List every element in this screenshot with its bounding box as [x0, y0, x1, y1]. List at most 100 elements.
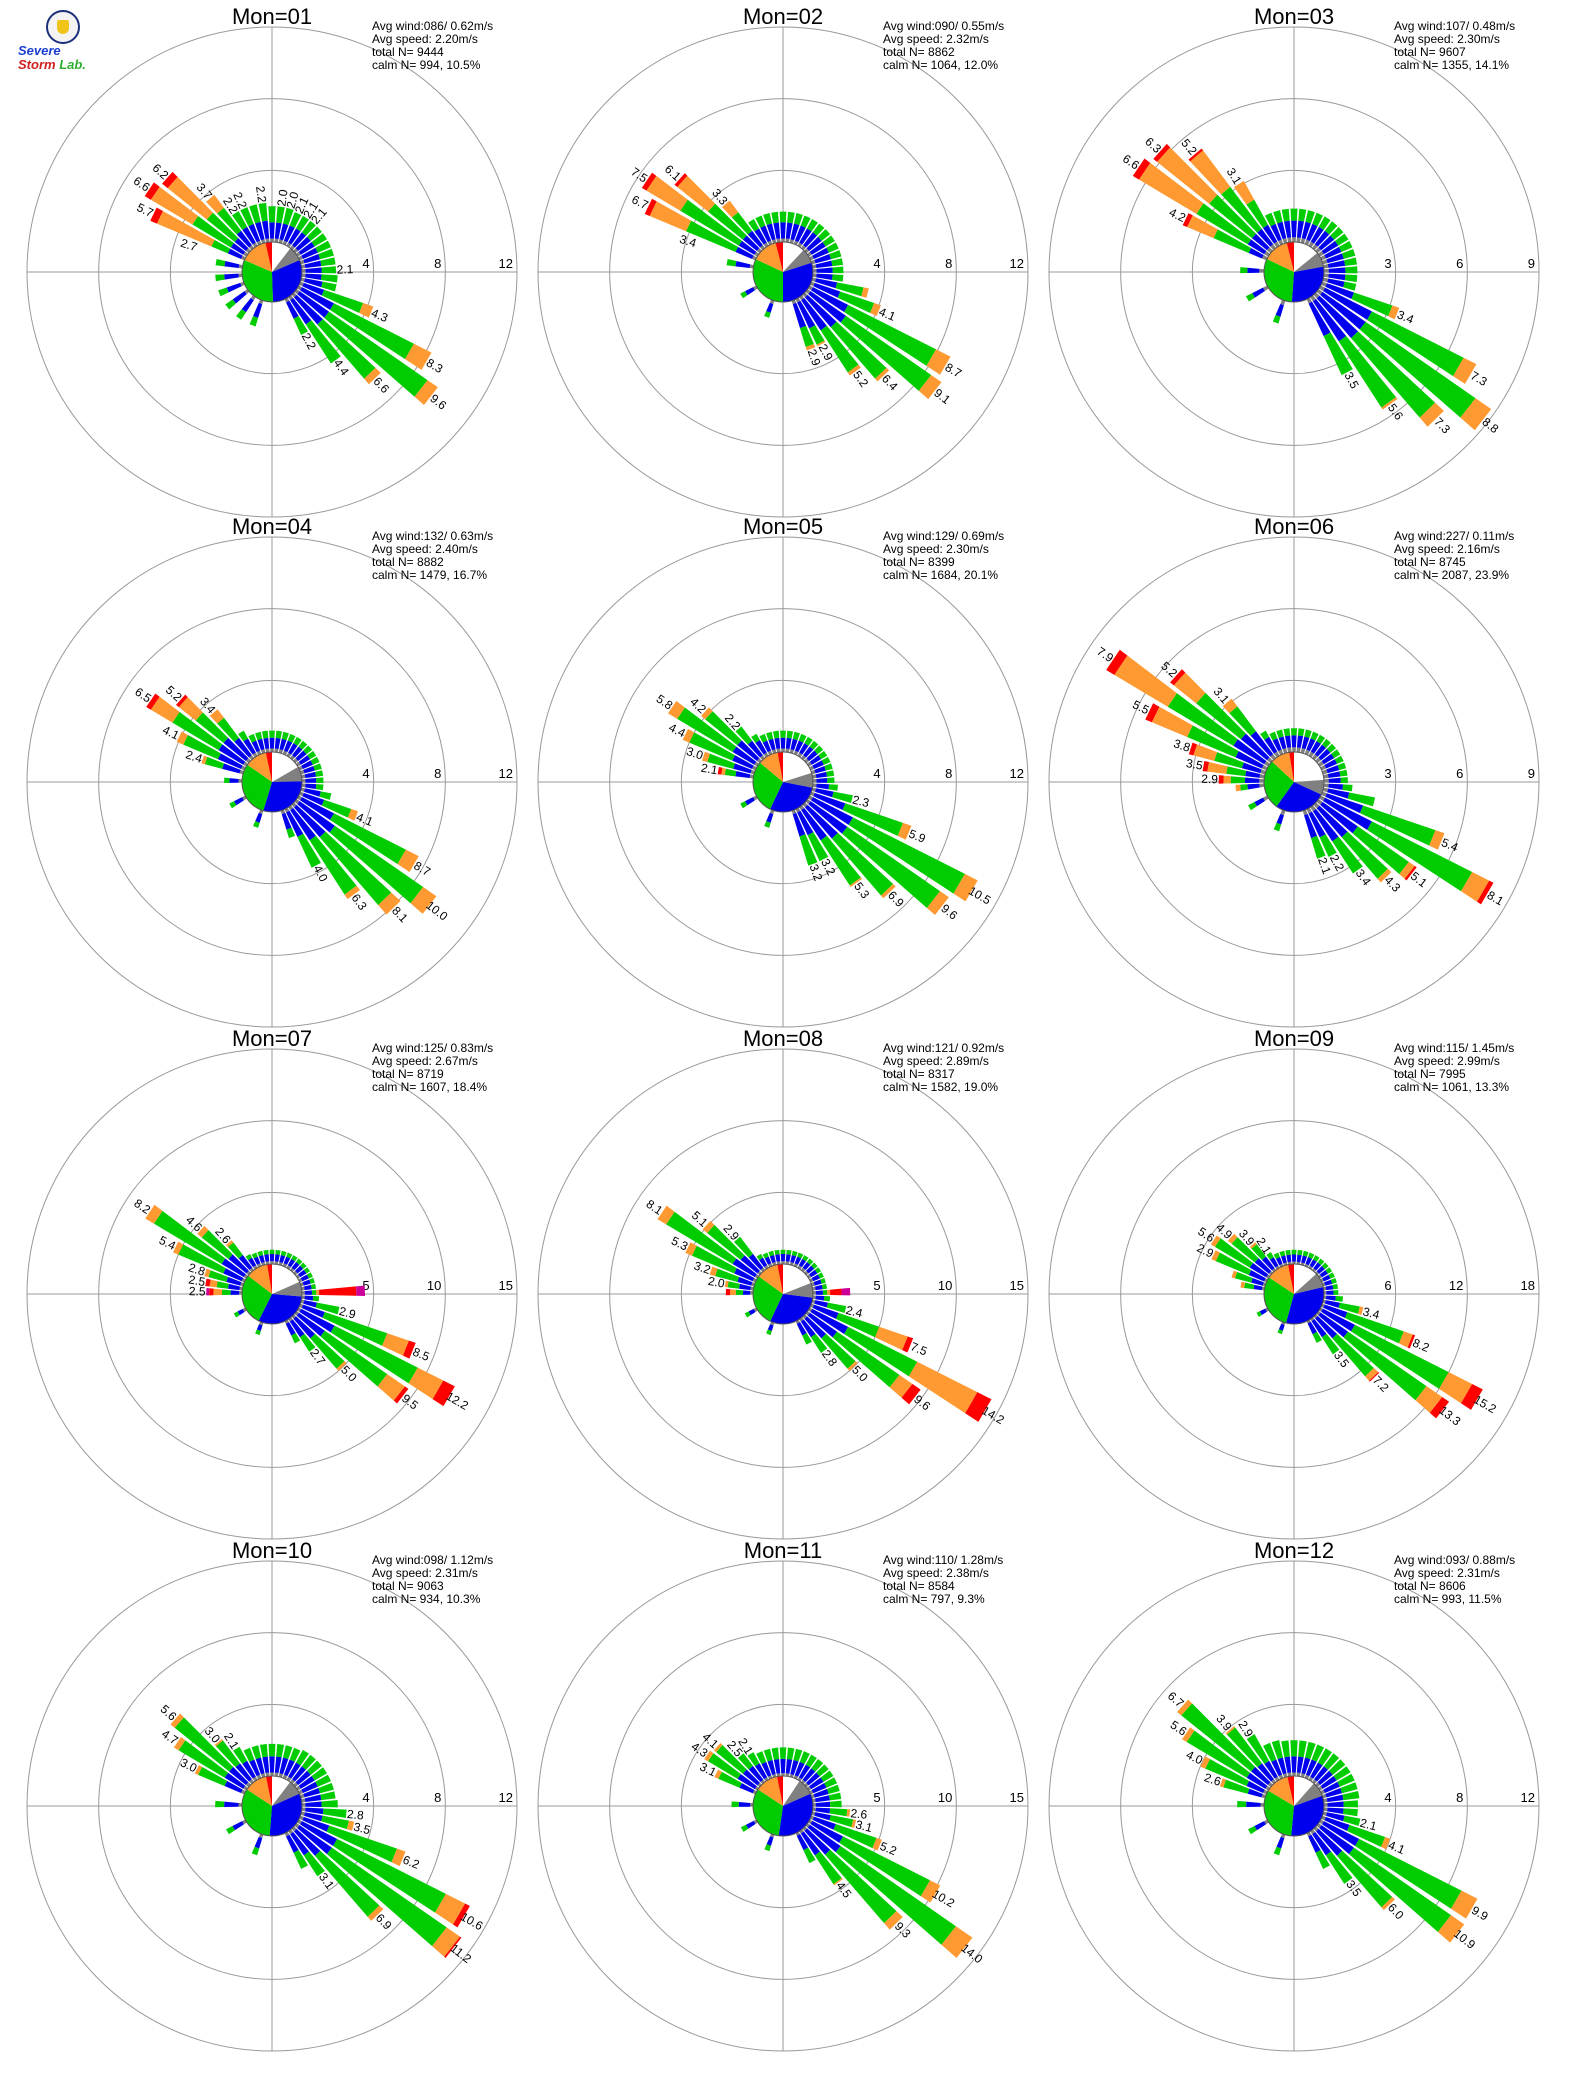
wind-bar-segment [209, 1288, 214, 1296]
wind-bar-segment [1338, 1302, 1360, 1314]
wind-bar-segment [1207, 762, 1228, 774]
wind-bar-segment [299, 1308, 335, 1333]
wind-bar-segment [847, 1361, 858, 1371]
wind-bar-segment [206, 212, 239, 242]
ring-label: 8 [434, 766, 441, 781]
wind-bar-segment [319, 831, 392, 906]
wind-bar-segment [1323, 332, 1353, 376]
wind-bar-segment [814, 745, 824, 755]
wind-bar-segment [304, 1794, 322, 1803]
calm-pie-slice [1294, 752, 1324, 782]
wind-bar-segment [749, 264, 754, 269]
wind-bar-segment [799, 1829, 804, 1834]
bar-value-label: 2.1 [292, 195, 312, 216]
wind-bar-segment [178, 697, 203, 721]
wind-bar-segment [799, 228, 812, 245]
wind-bar-segment [311, 1767, 328, 1781]
wind-bar-segment [1323, 797, 1372, 830]
wind-bar-segment [1196, 692, 1246, 740]
wind-bar-segment [299, 1333, 316, 1352]
wind-bar-segment [435, 1893, 466, 1925]
wind-bar-segment [737, 740, 760, 761]
stats-line: Avg speed: 2.89m/s [883, 1054, 989, 1068]
wind-bar-segment [1314, 744, 1326, 757]
wind-bar-segment [294, 1311, 299, 1316]
wind-bar-segment [236, 309, 247, 320]
wind-bar-segment [290, 1832, 310, 1856]
wind-bar-segment [812, 1295, 816, 1300]
bar-value-label: 5.5 [1130, 697, 1151, 717]
wind-bar-segment [218, 287, 229, 297]
wind-bar-segment [293, 294, 323, 325]
wind-bar-segment [812, 1807, 816, 1812]
wind-bar-segment [1285, 1249, 1291, 1256]
wind-bar-segment [1326, 253, 1344, 264]
wind-bar-segment [253, 1265, 258, 1270]
wind-bar-segment [822, 235, 835, 247]
wind-bar-segment [1306, 223, 1318, 242]
wind-bar-segment [1324, 759, 1338, 769]
wind-bar-segment [1251, 1277, 1264, 1286]
wind-bar-segment [800, 1267, 806, 1273]
wind-bar-segment [330, 1325, 418, 1384]
wind-bar-segment [1312, 298, 1347, 342]
stats-line: Avg speed: 2.67m/s [372, 1054, 478, 1068]
wind-bar-segment [301, 264, 306, 269]
wind-bar-segment [1251, 1766, 1271, 1785]
wind-bar-segment [1322, 1274, 1331, 1282]
wind-bar-segment [283, 1759, 295, 1777]
wind-bar-segment [738, 1283, 752, 1291]
stats-line: calm N= 1061, 13.3% [1394, 1080, 1509, 1094]
wind-bar-segment [432, 1380, 455, 1407]
wind-bar-segment [771, 1747, 780, 1760]
wind-bar-segment [320, 257, 336, 267]
wind-bar-segment [255, 1757, 265, 1775]
wind-bar-segment [1190, 150, 1231, 195]
wind-bar-segment [1277, 1757, 1287, 1775]
wind-bar-segment [233, 1311, 240, 1318]
wind-bar-segment [320, 1330, 388, 1387]
lab-logo-text: Severe Storm Lab. [18, 43, 86, 72]
wind-bar-segment [1284, 735, 1292, 748]
wind-bar-segment [1269, 1257, 1279, 1268]
bar-value-label: 3.0 [178, 1755, 199, 1775]
chart-title: Mon=09 [1254, 1026, 1334, 1051]
wind-bar-segment [253, 821, 260, 828]
wind-bar-segment [1138, 162, 1204, 214]
wind-bar-segment [1301, 1757, 1311, 1775]
wind-bar-segment [211, 239, 231, 254]
pie-outline [241, 241, 303, 303]
stats-line: Avg speed: 2.31m/s [1394, 1566, 1500, 1580]
wind-bar-segment [1351, 292, 1393, 317]
ring-label: 9 [1528, 766, 1535, 781]
wind-bar-segment [303, 1284, 312, 1291]
wind-bar-segment [726, 259, 737, 267]
wind-bar-segment [1264, 736, 1278, 754]
wind-bar-segment [265, 1772, 270, 1777]
wind-bar-segment [1325, 793, 1364, 814]
wind-bar-segment [1347, 792, 1376, 807]
calm-pie-slice [777, 1264, 783, 1294]
wind-bar-segment [1257, 228, 1274, 247]
wind-bar-segment [1343, 281, 1357, 291]
wind-bar-segment [848, 817, 965, 894]
wind-bar-segment [738, 1801, 751, 1807]
wind-bar-segment [740, 801, 748, 809]
wind-bar-segment [234, 737, 252, 758]
wind-bar-segment [285, 1322, 296, 1336]
wind-bar-segment [1132, 158, 1151, 180]
wind-bar-segment [738, 240, 757, 255]
wind-rose-5: 4 8 125.8 4.24.43.02.12.22.35.910.59.66.95.… [537, 514, 1029, 1028]
wind-bar-segment [829, 1815, 854, 1828]
wind-bar-segment [288, 743, 298, 755]
wind-bar-segment [224, 261, 240, 269]
wind-bar-segment [215, 259, 226, 267]
wind-bar-segment [1245, 770, 1261, 778]
wind-bar-segment [295, 1749, 309, 1766]
wind-bar-segment [301, 1291, 305, 1295]
wind-bar-segment [298, 1269, 307, 1278]
calm-pie-slice [265, 242, 272, 272]
wind-bar-segment [301, 760, 313, 769]
wind-bar-segment [1365, 1367, 1379, 1381]
wind-bar-segment [1279, 1263, 1284, 1268]
